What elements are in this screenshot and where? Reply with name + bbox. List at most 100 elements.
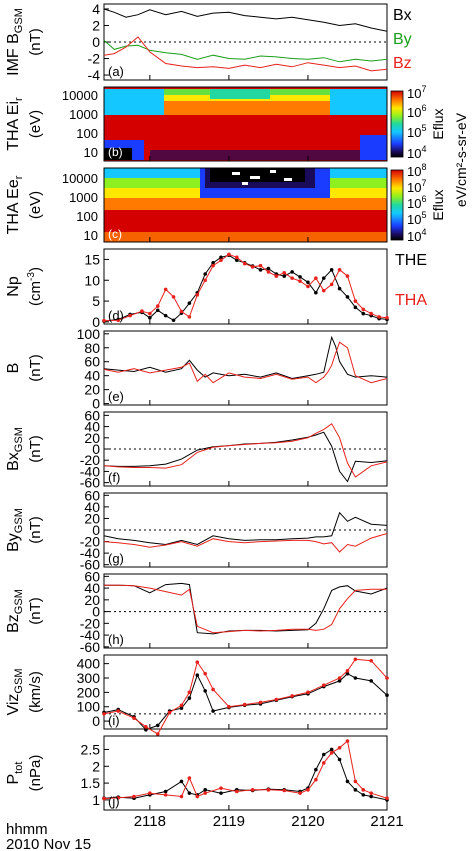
panel-d-point-THA-3 bbox=[140, 309, 144, 313]
panel-j-point-THA-16 bbox=[314, 777, 318, 782]
panel-e-yunit-main: (nT) bbox=[27, 354, 44, 382]
panel-g-yunit: (nT) bbox=[27, 516, 44, 544]
panel-j-point-THE-4 bbox=[163, 789, 168, 794]
panel-j-point-THA-20 bbox=[345, 739, 350, 743]
panel-e-ytick-label-3: 40 bbox=[84, 368, 100, 384]
panel-h-ytick-label-5: -40 bbox=[80, 627, 100, 643]
panel-g-ytick-label-1: 40 bbox=[84, 499, 100, 515]
legend-bx: Bx bbox=[393, 7, 412, 24]
panel-j-point-THE-18 bbox=[329, 747, 334, 752]
spec-b-tick-0: 10000 bbox=[62, 88, 98, 103]
panel-a-yunit-main: (nT) bbox=[27, 28, 44, 56]
panel-i-point-THA-18 bbox=[337, 676, 342, 680]
panel-j-ytick-label-2: 1.5 bbox=[81, 775, 101, 791]
colorbar-c-gradient bbox=[390, 169, 404, 241]
panel-d-point-THE-7 bbox=[171, 318, 176, 323]
panel-d-point-THA-15 bbox=[235, 255, 239, 260]
panel-e-ytick-label-5: 0 bbox=[92, 396, 100, 412]
panel-i-point-THA-17 bbox=[321, 683, 326, 687]
spec-b-tick-1: 1000 bbox=[69, 107, 98, 122]
panel-j-point-THE-20 bbox=[345, 779, 350, 784]
colorbar-b bbox=[390, 90, 404, 158]
panel-i-ylabel: VizGSM bbox=[5, 669, 25, 716]
panel-d-point-THA-26 bbox=[321, 288, 326, 293]
panel-d-point-THA-12 bbox=[211, 263, 215, 268]
panel-f-ytick-label-1: 40 bbox=[84, 419, 100, 435]
spec-c-border bbox=[103, 167, 388, 243]
panel-g-yunit-main: (nT) bbox=[27, 516, 44, 544]
panel-i-ytick-label-0: 400 bbox=[77, 656, 101, 672]
panel-d-point-THA-27 bbox=[329, 282, 334, 287]
panel-d-point-THE-15 bbox=[235, 258, 239, 263]
spec-c-ylabel: THA Eer bbox=[5, 175, 25, 234]
panel-d-point-THA-14 bbox=[227, 252, 231, 257]
spec-c-white-1 bbox=[232, 172, 240, 175]
panel-i-point-THE-7 bbox=[187, 696, 192, 700]
panel-g-ylabel-main: By bbox=[5, 533, 22, 552]
panel-i-ytick-label-1: 300 bbox=[77, 670, 101, 686]
panel-d-point-THE-23 bbox=[298, 275, 302, 279]
panel-d-point-THA-23 bbox=[298, 279, 302, 283]
panel-h-ytick-label-2: 20 bbox=[84, 592, 100, 608]
panel-e-ylabel-main: B bbox=[5, 363, 22, 374]
panel-a-letter: (a) bbox=[108, 64, 124, 79]
panel-f-ytick-label-5: -40 bbox=[80, 463, 100, 479]
panel-i-point-THA-5 bbox=[167, 710, 172, 715]
panel-j-ytick-label-0: 2.5 bbox=[81, 741, 101, 757]
panel-j-ylabel-sub: tot bbox=[13, 762, 25, 774]
panel-i-point-THA-8 bbox=[195, 660, 200, 664]
panel-j-point-THA-23 bbox=[369, 791, 373, 795]
cbar-c-tick-2: 106 bbox=[407, 194, 426, 211]
cbar-b-tick-0: 107 bbox=[407, 84, 426, 101]
panel-d-point-THA-34 bbox=[385, 315, 389, 320]
panel-e-ytick-label-4: 20 bbox=[84, 382, 100, 398]
panel-d-point-THA-31 bbox=[361, 307, 366, 312]
panel-i-point-THA-15 bbox=[290, 694, 294, 698]
panel-j-yunit: (nPa) bbox=[27, 755, 44, 792]
panel-j-point-THE-17 bbox=[321, 752, 326, 757]
panel-j-yunit-main: (nPa) bbox=[27, 755, 44, 792]
spec-b-tick-3: 10 bbox=[84, 145, 98, 160]
panel-d-point-THA-16 bbox=[242, 261, 247, 266]
spec-c-white-3 bbox=[270, 170, 276, 173]
panel-i-point-THE-3 bbox=[144, 727, 148, 732]
panel-j-point-THA-15 bbox=[306, 788, 310, 792]
panel-d-point-THE-6 bbox=[163, 313, 168, 318]
panel-i-point-THA-16 bbox=[306, 690, 310, 695]
panel-d-point-THA-8 bbox=[179, 309, 184, 314]
panel-j-ytick-label-1: 2 bbox=[92, 758, 100, 774]
panel-j-point-THE-22 bbox=[361, 793, 366, 797]
panel-g-letter: (g) bbox=[108, 551, 124, 566]
panel-d-point-THA-22 bbox=[290, 276, 294, 280]
panel-h-ylabel: BzGSM bbox=[5, 589, 25, 633]
panel-d-point-THA-0 bbox=[102, 318, 106, 323]
panel-a-yunit: (nT) bbox=[27, 28, 44, 56]
panel-i-point-THA-9 bbox=[203, 671, 207, 676]
panel-d-point-THA-21 bbox=[282, 270, 287, 275]
panel-f-yunit: (nT) bbox=[27, 435, 44, 463]
panel-d-point-THE-9 bbox=[187, 301, 192, 305]
panel-j-point-THE-23 bbox=[369, 794, 373, 799]
panel-a-ytick-label-2: 0 bbox=[92, 34, 100, 50]
cbar-b-tick-2: 105 bbox=[407, 123, 426, 140]
panel-a: 420-2-4 (a) IMF BGSM(nT) bbox=[5, 1, 388, 83]
time-tick-label-2: 2120 bbox=[291, 813, 324, 830]
panel-j-series-THE bbox=[103, 748, 388, 801]
panel-j-point-THE-8 bbox=[203, 788, 207, 792]
panel-i-ylabel-main: Viz bbox=[5, 694, 22, 716]
panel-d-point-THE-27 bbox=[329, 268, 334, 272]
panel-j-point-THA-7 bbox=[195, 794, 200, 799]
spec-b-ylabel: THA Eir bbox=[5, 97, 25, 151]
legend-bz: Bz bbox=[393, 55, 412, 72]
spec-b-lowflux-right bbox=[330, 89, 387, 115]
panel-j-point-THA-6 bbox=[187, 776, 192, 780]
panel-d-point-THA-4 bbox=[148, 311, 152, 316]
panel-d-point-THA-30 bbox=[353, 299, 358, 303]
panel-i-ytick-label-4: 0 bbox=[92, 713, 100, 729]
spec-c-tick-0: 10000 bbox=[62, 171, 98, 186]
panel-i-point-THA-3 bbox=[144, 725, 148, 729]
panel-j: 2.521.51 (j) Ptot (nPa) bbox=[5, 735, 389, 811]
spec-b-labels: THA Eir (eV) 10000 1000 100 10 (b) 107 1… bbox=[5, 84, 446, 161]
